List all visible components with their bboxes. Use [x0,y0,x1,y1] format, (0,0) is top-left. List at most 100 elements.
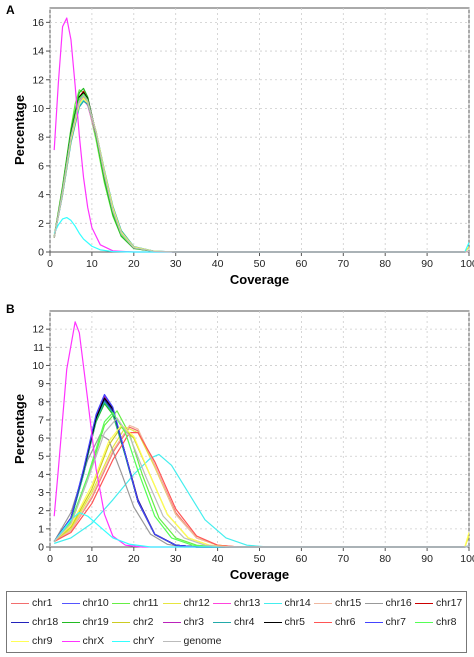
chart-panel-a: A 0 10 20 30 40 50 60 70 80 90 100 0 2 4 6 8 10 12 14 16 Cov… [0,0,474,300]
legend-swatch [112,641,130,642]
y-tick-label: 12 [32,324,44,336]
legend-label: chr19 [82,616,109,628]
legend-swatch [162,641,181,642]
legend-swatch [213,622,231,623]
legend-swatch [364,622,383,623]
legend-swatch [112,622,130,623]
series-line-genome [53,94,470,253]
legend-label: chr11 [133,597,159,609]
x-tick-label: 50 [254,553,266,565]
y-tick-label: 3 [38,487,44,499]
panel-label-a: A [6,3,15,17]
y-tick-label: 6 [38,433,44,445]
y-tick-label: 2 [38,505,44,517]
legend-swatch [11,603,29,604]
legend-label: chr3 [183,616,204,628]
x-tick-label: 40 [212,553,224,565]
series-line-chrY [53,216,470,253]
series-line-genome [53,417,470,548]
x-tick-label: 60 [296,553,308,565]
legend-label: chr9 [32,635,53,647]
legend-swatch [364,603,383,604]
x-tick-label: 70 [337,553,349,565]
y-tick-label: 2 [38,218,44,230]
legend-label: chr18 [32,616,59,628]
legend-swatch [11,641,29,642]
legend-swatch [314,622,332,623]
x-tick-label: 0 [47,258,53,270]
legend-label: chrY [133,635,155,647]
series-line-chr14 [54,453,470,548]
y-tick-label: 10 [32,103,44,115]
legend-label: chr12 [183,597,210,609]
legend-label: chrX [82,635,105,647]
legend-label: chr8 [436,616,457,628]
legend-label: chr16 [385,597,412,609]
x-tick-label: 100 [460,258,474,270]
legend-label: chr2 [133,616,154,628]
y-tick-label: 5 [38,451,44,463]
legend-label: chr7 [385,616,406,628]
x-tick-label: 60 [296,258,308,270]
legend-label: chr15 [335,597,362,609]
legend-swatch [263,603,282,604]
y-tick-label: 10 [32,360,44,372]
legend-label: chr1 [32,597,53,609]
y-tick-label: 6 [38,160,44,172]
legend-label: chr5 [284,616,305,628]
x-tick-label: 10 [86,258,98,270]
legend-label: chr6 [335,616,356,628]
y-tick-label: 7 [38,414,44,426]
y-tick-label: 8 [38,396,44,408]
series-group [53,321,470,548]
x-tick-label: 50 [254,258,266,270]
legend-swatch [61,622,80,623]
legend-swatch [162,603,181,604]
legend-swatch [415,622,433,623]
chart-panel-b: B 01020304050607080901000123456789101112… [0,300,474,590]
chart-b-svg: 01020304050607080901000123456789101112Co… [12,310,474,582]
y-tick-label: 16 [32,17,44,29]
legend-swatch [112,603,130,604]
y-tick-label: 8 [38,132,44,144]
x-tick-label: 40 [212,258,224,270]
legend-swatch [415,603,433,604]
legend-swatch [11,622,29,623]
x-tick-label: 30 [170,553,182,565]
y-axis-label: Percentage [12,95,27,165]
y-tick-label: 11 [33,342,44,354]
x-tick-label: 10 [86,553,98,565]
y-tick-label: 9 [38,378,44,390]
y-tick-label: 4 [38,469,44,481]
x-tick-label: 80 [379,553,391,565]
legend-swatch [213,603,231,604]
legend-label: chr10 [82,597,109,609]
x-tick-label: 20 [128,258,140,270]
chart-a-svg: 0 10 20 30 40 50 60 70 80 90 100 0 2 4 6 8 10 12 14 16 Cover… [12,7,474,287]
x-tick-label: 20 [128,553,140,565]
y-tick-label: 12 [32,74,44,86]
legend-swatch [314,603,332,604]
legend-label: chr14 [284,597,311,609]
legend-swatch [61,603,80,604]
y-tick-label: 1 [38,523,44,535]
y-tick-label: 0 [38,542,44,554]
x-tick-label: 80 [379,258,391,270]
legend-label: genome [183,635,222,647]
x-tick-label: 30 [170,258,182,270]
x-tick-label: 90 [421,553,433,565]
series-group [53,17,470,253]
legend-label: chr4 [234,616,255,628]
legend-swatch [263,622,282,623]
y-tick-label: 4 [38,189,44,201]
x-tick-label: 70 [337,258,349,270]
chart-legend: chr1 chr10 chr11 chr12 chr13 chr14 chr15 chr16 c… [6,591,467,653]
legend-swatch [61,641,80,642]
legend-swatch [162,622,181,623]
y-tick-label: 0 [38,247,44,259]
legend-label: chr13 [234,597,261,609]
panel-label-b: B [6,302,15,316]
series-line-chrX [53,321,470,548]
x-tick-label: 0 [47,553,53,565]
x-axis-label: Coverage [230,567,289,582]
